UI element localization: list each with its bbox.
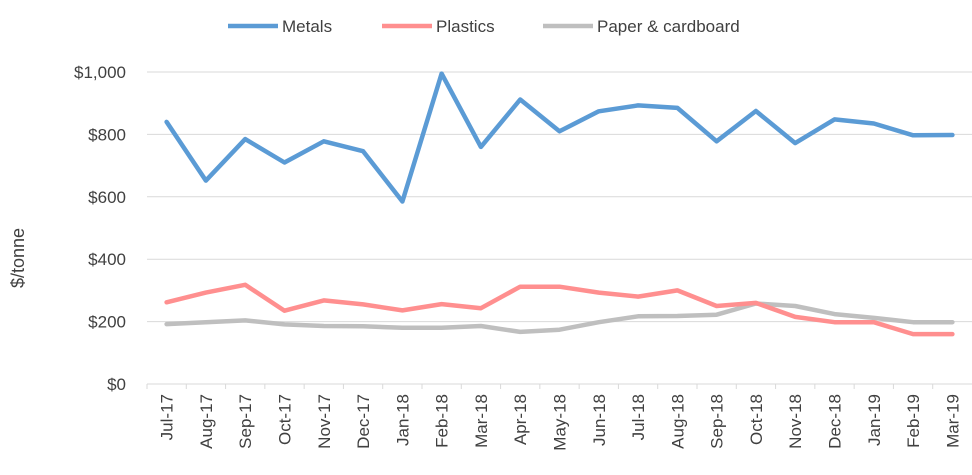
- series-line-paper-cardboard: [164, 301, 955, 335]
- series-lines: [164, 71, 955, 337]
- x-tick-label: Dec-18: [826, 394, 845, 449]
- x-tick-label: Jul-17: [158, 394, 177, 440]
- x-tick-label: Jan-18: [393, 394, 412, 446]
- x-tick-label: Mar-18: [472, 394, 491, 448]
- legend-label: Plastics: [436, 17, 495, 36]
- y-tick-label: $1,000: [74, 63, 126, 82]
- y-tick-label: $600: [88, 188, 126, 207]
- x-tick-label: Aug-18: [668, 394, 687, 449]
- x-tick-label: Jul-18: [629, 394, 648, 440]
- x-tick-label: Aug-17: [197, 394, 216, 449]
- y-tick-label: $0: [107, 375, 126, 394]
- x-tick-label: Mar-19: [943, 394, 962, 448]
- x-tick-label: Jan-19: [865, 394, 884, 446]
- legend-label: Metals: [282, 17, 332, 36]
- legend: Metals Plastics Paper & cardboard: [228, 17, 740, 36]
- y-tick-label: $800: [88, 125, 126, 144]
- gridlines: [147, 71, 972, 385]
- series-line-plastics: [164, 282, 955, 337]
- series-line-metals: [164, 71, 955, 204]
- x-tick-label: Feb-18: [433, 394, 452, 448]
- x-tick-label: Sep-18: [708, 394, 727, 449]
- y-tick-label: $200: [88, 313, 126, 332]
- x-axis-ticks: Jul-17 Aug-17 Sep-17 Oct-17 Nov-17 Dec-17 Jan-…: [146, 384, 962, 451]
- x-tick-label: Nov-18: [786, 394, 805, 449]
- x-tick-label: May-18: [551, 394, 570, 451]
- x-tick-label: Feb-19: [904, 394, 923, 448]
- x-tick-label: Jun-18: [590, 394, 609, 446]
- x-tick-label: Apr-18: [511, 394, 530, 445]
- x-tick-label: Nov-17: [315, 394, 334, 449]
- x-tick-label: Oct-18: [747, 394, 766, 445]
- legend-label: Paper & cardboard: [597, 17, 740, 36]
- y-tick-label: $400: [88, 250, 126, 269]
- x-tick-label: Oct-17: [276, 394, 295, 445]
- x-tick-label: Dec-17: [354, 394, 373, 449]
- y-axis-title: $/tonne: [8, 228, 28, 288]
- x-tick-label: Sep-17: [236, 394, 255, 449]
- y-axis-ticks: $0 $200 $400 $600 $800 $1,000: [74, 63, 126, 394]
